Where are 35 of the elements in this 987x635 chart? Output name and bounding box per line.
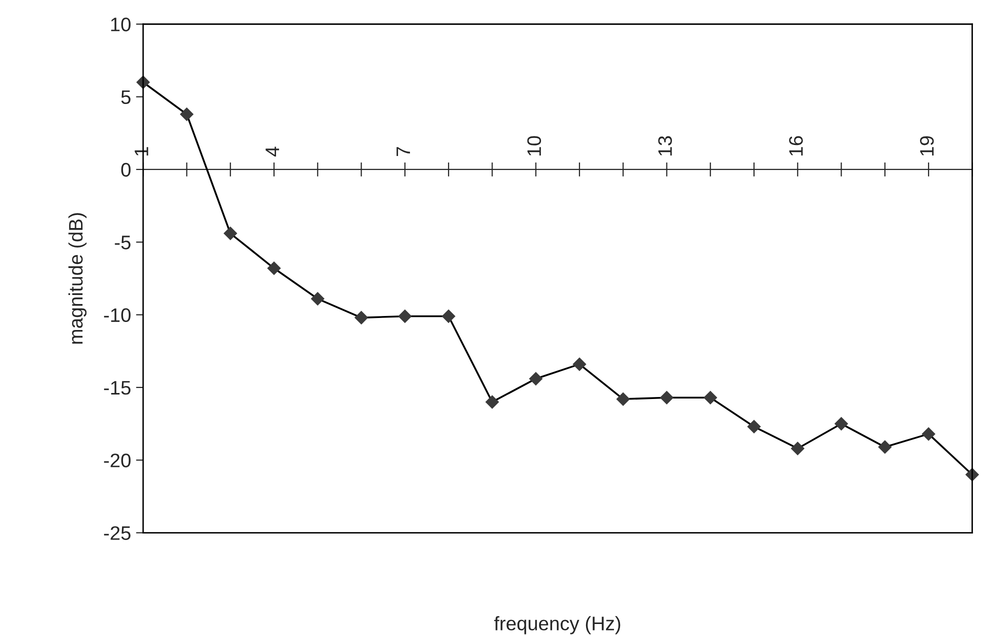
y-tick-label: 5 bbox=[121, 90, 130, 104]
y-tick-label: -25 bbox=[104, 526, 130, 540]
y-tick-label: -5 bbox=[114, 236, 130, 250]
x-tick-label: 19 bbox=[920, 136, 934, 156]
y-tick-label: 0 bbox=[121, 162, 131, 177]
x-tick-label: 7 bbox=[396, 147, 410, 156]
point bbox=[442, 310, 456, 323]
x-axis-title: frequency (Hz) bbox=[494, 616, 620, 634]
point bbox=[354, 311, 368, 324]
y-tick-label: -10 bbox=[104, 308, 131, 322]
x-tick-label: 1 bbox=[134, 147, 148, 156]
point bbox=[311, 292, 324, 306]
x-tick-label: 13 bbox=[658, 136, 672, 156]
x-tick-label: 10 bbox=[527, 136, 542, 156]
point bbox=[616, 392, 630, 406]
y-tick-label: -15 bbox=[104, 381, 130, 395]
x-tick-label: 16 bbox=[789, 136, 803, 156]
y-tick-label: 10 bbox=[111, 18, 131, 32]
point bbox=[224, 226, 237, 240]
x-tick-label: 4 bbox=[266, 146, 280, 157]
point bbox=[572, 358, 586, 371]
point bbox=[878, 440, 892, 454]
point bbox=[486, 395, 499, 409]
point bbox=[180, 108, 194, 121]
point bbox=[660, 391, 674, 404]
point bbox=[267, 262, 281, 275]
point bbox=[704, 391, 717, 404]
point bbox=[922, 427, 936, 441]
point bbox=[529, 372, 542, 386]
point bbox=[791, 442, 804, 456]
y-axis-title: magnitude (dB) bbox=[68, 213, 87, 344]
y-tick-label: -20 bbox=[104, 454, 131, 468]
point bbox=[398, 310, 412, 323]
point bbox=[747, 420, 761, 434]
point bbox=[834, 417, 848, 430]
